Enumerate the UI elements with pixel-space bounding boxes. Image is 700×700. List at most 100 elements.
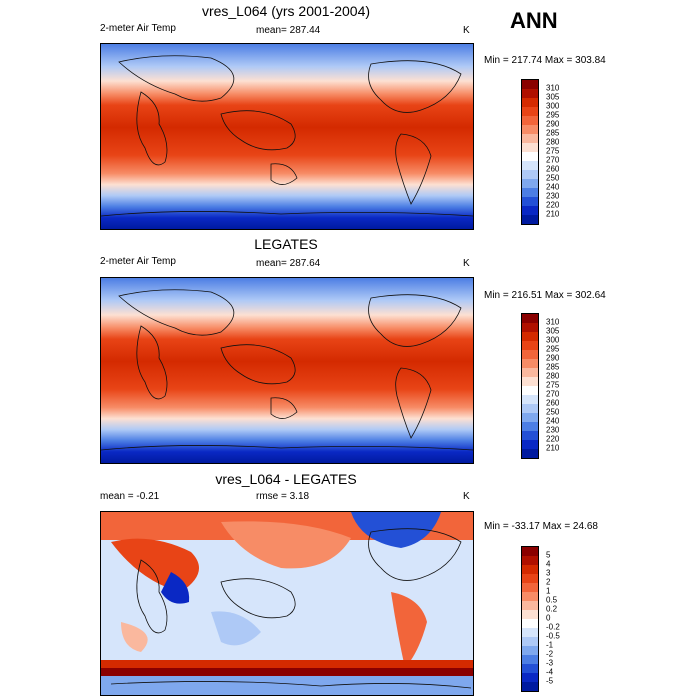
difference-map	[101, 512, 473, 695]
colorbar-swatch	[522, 592, 538, 601]
colorbar-tick-label: 290	[546, 353, 560, 363]
panel-2-units-label: K	[463, 258, 470, 269]
panel-3-colorbar	[521, 546, 539, 692]
colorbar-tick-label: 5	[546, 550, 551, 560]
panel-3-mean-label: mean = -0.21	[100, 491, 160, 502]
panel-3-map	[100, 511, 474, 696]
colorbar-swatch	[522, 655, 538, 664]
colorbar-tick-label: 250	[546, 407, 560, 417]
colorbar-swatch	[522, 206, 538, 215]
panel-3-colorbar-labels: 5 4 3 2 1 0.5 0.2 0 -0.2 -0.5 -1 -2 -3 -…	[546, 546, 586, 690]
colorbar-tick-label: -0.2	[546, 622, 560, 632]
colorbar-swatch	[522, 152, 538, 161]
colorbar-swatch	[522, 170, 538, 179]
colorbar-tick-label: -3	[546, 658, 554, 668]
colorbar-swatch	[522, 314, 538, 323]
colorbar-tick-label: 2	[546, 577, 551, 587]
colorbar-swatch	[522, 377, 538, 386]
colorbar-tick-label: -0.5	[546, 631, 560, 641]
temperature-map-1	[101, 44, 473, 229]
colorbar-swatch	[522, 179, 538, 188]
panel-1-units-label: K	[463, 25, 470, 36]
colorbar-swatch	[522, 556, 538, 565]
colorbar-tick-label: -5	[546, 676, 554, 686]
colorbar-swatch	[522, 116, 538, 125]
panel-3-title: vres_L064 - LEGATES	[215, 471, 357, 487]
colorbar-tick-label: 310	[546, 83, 560, 93]
colorbar-swatch	[522, 646, 538, 655]
colorbar-tick-label: -4	[546, 667, 554, 677]
panel-2-variable-label: 2-meter Air Temp	[100, 256, 176, 267]
colorbar-tick-label: 285	[546, 362, 560, 372]
colorbar-swatch	[522, 601, 538, 610]
colorbar-swatch	[522, 565, 538, 574]
colorbar-tick-label: 0.5	[546, 595, 558, 605]
colorbar-swatch	[522, 422, 538, 431]
colorbar-tick-label: 300	[546, 101, 560, 111]
colorbar-swatch	[522, 125, 538, 134]
colorbar-swatch	[522, 89, 538, 98]
colorbar-swatch	[522, 547, 538, 556]
colorbar-swatch	[522, 161, 538, 170]
season-label: ANN	[510, 8, 558, 33]
colorbar-tick-label: 270	[546, 155, 560, 165]
colorbar-swatch	[522, 610, 538, 619]
colorbar-tick-label: 280	[546, 137, 560, 147]
colorbar-tick-label: 1	[546, 586, 551, 596]
colorbar-swatch	[522, 664, 538, 673]
colorbar-swatch	[522, 368, 538, 377]
panel-1-variable-label: 2-meter Air Temp	[100, 23, 176, 34]
colorbar-swatch	[522, 404, 538, 413]
colorbar-swatch	[522, 628, 538, 637]
colorbar-tick-label: 210	[546, 209, 560, 219]
colorbar-swatch	[522, 197, 538, 206]
colorbar-swatch	[522, 107, 538, 116]
colorbar-swatch	[522, 143, 538, 152]
panel-1-mean-label: mean= 287.44	[256, 25, 321, 36]
colorbar-swatch	[522, 332, 538, 341]
colorbar-swatch	[522, 413, 538, 422]
colorbar-swatch	[522, 350, 538, 359]
panel-2-map	[100, 277, 474, 464]
colorbar-swatch	[522, 637, 538, 646]
panel-1-minmax-label: Min = 217.74 Max = 303.84	[484, 55, 606, 66]
colorbar-swatch	[522, 440, 538, 449]
colorbar-tick-label: 310	[546, 317, 560, 327]
panel-2-mean-label: mean= 287.64	[256, 258, 321, 269]
colorbar-swatch	[522, 188, 538, 197]
colorbar-tick-label: 290	[546, 119, 560, 129]
colorbar-tick-label: 240	[546, 416, 560, 426]
colorbar-tick-label: 230	[546, 191, 560, 201]
colorbar-swatch	[522, 431, 538, 440]
colorbar-swatch	[522, 134, 538, 143]
colorbar-tick-label: 295	[546, 110, 560, 120]
colorbar-tick-label: 270	[546, 389, 560, 399]
colorbar-swatch	[522, 98, 538, 107]
colorbar-swatch	[522, 449, 538, 458]
colorbar-tick-label: 0	[546, 613, 551, 623]
colorbar-swatch	[522, 341, 538, 350]
panel-3-units-label: K	[463, 491, 470, 502]
colorbar-swatch	[522, 386, 538, 395]
panel-2-colorbar-labels: 310 305 300 295 290 285 280 275 270 260 …	[546, 313, 586, 457]
colorbar-tick-label: 230	[546, 425, 560, 435]
colorbar-tick-label: 285	[546, 128, 560, 138]
colorbar-tick-label: -1	[546, 640, 554, 650]
panel-1-colorbar	[521, 79, 539, 225]
colorbar-swatch	[522, 359, 538, 368]
colorbar-tick-label: 295	[546, 344, 560, 354]
colorbar-swatch	[522, 323, 538, 332]
panel-3-minmax-label: Min = -33.17 Max = 24.68	[484, 521, 598, 532]
colorbar-tick-label: 250	[546, 173, 560, 183]
panel-1-colorbar-labels: 310 305 300 295 290 285 280 275 270 260 …	[546, 79, 586, 223]
colorbar-tick-label: 220	[546, 434, 560, 444]
temperature-map-2	[101, 278, 473, 463]
colorbar-swatch	[522, 673, 538, 682]
colorbar-tick-label: 4	[546, 559, 551, 569]
colorbar-swatch	[522, 574, 538, 583]
panel-1-title: vres_L064 (yrs 2001-2004)	[201, 3, 371, 19]
colorbar-swatch	[522, 80, 538, 89]
colorbar-tick-label: 3	[546, 568, 551, 578]
colorbar-tick-label: 305	[546, 326, 560, 336]
colorbar-tick-label: 300	[546, 335, 560, 345]
